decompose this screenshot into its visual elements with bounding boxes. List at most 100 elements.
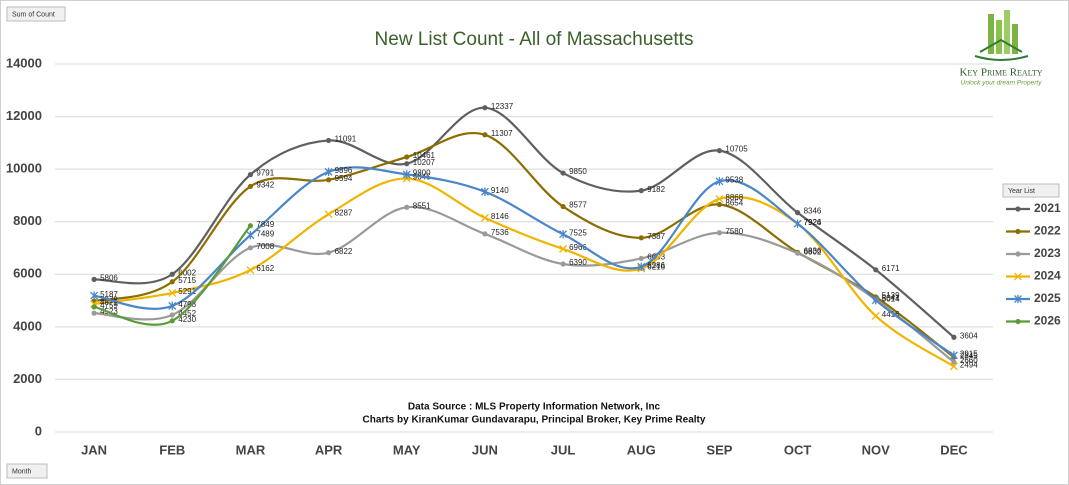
data-label: 5715 bbox=[178, 276, 196, 285]
point bbox=[715, 194, 724, 203]
annotation: Charts by KiranKumar Gundavarapu, Princi… bbox=[363, 415, 706, 426]
point bbox=[325, 137, 332, 144]
y-tick-label: 8000 bbox=[13, 213, 42, 228]
data-label: 6216 bbox=[647, 263, 665, 272]
data-label: 11307 bbox=[491, 129, 513, 138]
point bbox=[871, 311, 880, 320]
data-label: 7924 bbox=[804, 218, 822, 227]
point bbox=[793, 219, 802, 228]
point bbox=[169, 271, 175, 277]
line bbox=[94, 106, 955, 339]
data-label: 4759 bbox=[100, 301, 118, 310]
data-label: 8146 bbox=[491, 212, 509, 221]
point bbox=[247, 172, 254, 178]
logo-name: Key Prime Realty bbox=[959, 67, 1042, 79]
data-label: 7008 bbox=[256, 242, 274, 251]
data-label: 7580 bbox=[725, 227, 743, 236]
y-tick-label: 10000 bbox=[6, 161, 42, 176]
point bbox=[246, 230, 255, 240]
y-tick-label: 6000 bbox=[13, 266, 42, 281]
data-label: 10461 bbox=[413, 151, 436, 160]
x-tick-label: AUG bbox=[627, 442, 656, 457]
series: 5187 4798 7489 9896 9800 9140 7525 6286 9538 7926… bbox=[90, 166, 978, 360]
point bbox=[404, 204, 410, 210]
line bbox=[94, 205, 955, 363]
data-label: 7387 bbox=[647, 232, 665, 241]
data-label: 7536 bbox=[491, 228, 509, 237]
point bbox=[402, 170, 411, 179]
data-label: 6171 bbox=[882, 264, 900, 273]
data-label: 5806 bbox=[100, 273, 118, 282]
point bbox=[325, 177, 332, 183]
point bbox=[90, 291, 99, 300]
point bbox=[480, 213, 489, 222]
data-label: 7926 bbox=[804, 218, 822, 227]
data-label: 2915 bbox=[960, 349, 978, 358]
data-label: 4871 bbox=[100, 298, 118, 307]
data-label: 9850 bbox=[569, 167, 587, 176]
point bbox=[1015, 251, 1021, 257]
data-label: 12337 bbox=[491, 102, 514, 111]
x-tick-label: NOV bbox=[862, 442, 891, 457]
legend-field-button[interactable] bbox=[1002, 183, 1060, 198]
point bbox=[871, 296, 880, 305]
data-label: 6822 bbox=[335, 247, 353, 256]
data-label: 4452 bbox=[178, 309, 196, 318]
point bbox=[247, 223, 254, 229]
point bbox=[560, 170, 566, 176]
data-label: 8551 bbox=[413, 201, 431, 210]
x-tick-label: MAR bbox=[236, 442, 266, 457]
point bbox=[482, 105, 488, 111]
data-label: 5291 bbox=[178, 287, 196, 296]
point bbox=[716, 201, 723, 208]
point bbox=[951, 359, 957, 365]
point bbox=[559, 244, 568, 253]
legend-label: 2026 bbox=[1034, 314, 1061, 328]
x-tick-label: APR bbox=[315, 442, 343, 457]
line bbox=[93, 166, 955, 357]
y-tick-label: 14000 bbox=[6, 55, 42, 70]
point bbox=[168, 301, 177, 311]
legend-title: Year List bbox=[1008, 188, 1035, 195]
y-tick-label: 4000 bbox=[13, 318, 42, 333]
point bbox=[1015, 206, 1021, 212]
point bbox=[716, 230, 723, 236]
point bbox=[949, 362, 958, 371]
data-label: 8287 bbox=[335, 208, 353, 217]
legend-label: 2021 bbox=[1034, 201, 1061, 215]
chart-title: New List Count - All of Massachusetts bbox=[375, 29, 694, 50]
data-label: 6286 bbox=[647, 261, 665, 270]
data-label: 9342 bbox=[256, 181, 274, 190]
point bbox=[168, 288, 177, 297]
axis-field-button[interactable] bbox=[6, 463, 48, 479]
data-label: 9538 bbox=[725, 175, 743, 184]
value-field-button[interactable] bbox=[6, 6, 66, 22]
data-label: 6836 bbox=[804, 246, 822, 255]
data-label: 7489 bbox=[256, 229, 274, 238]
point bbox=[560, 261, 566, 267]
point bbox=[482, 231, 488, 237]
data-label: 6802 bbox=[804, 247, 822, 256]
series: 5806 6002 9791 11091 10207 12337 9850 9182 10705… bbox=[91, 102, 978, 340]
x-tick-label: JAN bbox=[81, 442, 107, 457]
data-label: 4230 bbox=[178, 315, 196, 324]
data-label: 2845 bbox=[960, 351, 978, 360]
point bbox=[169, 318, 175, 324]
x-tick-label: JUN bbox=[472, 442, 498, 457]
data-label: 8346 bbox=[804, 207, 822, 216]
data-label: 5139 bbox=[882, 291, 900, 300]
point bbox=[404, 154, 410, 160]
legend-label: 2022 bbox=[1034, 224, 1061, 238]
data-label: 10705 bbox=[725, 145, 748, 154]
y-tick-label: 2000 bbox=[13, 371, 42, 386]
point bbox=[91, 310, 97, 316]
data-label: 6966 bbox=[569, 243, 587, 252]
x-tick-label: OCT bbox=[784, 442, 812, 457]
data-label: 9182 bbox=[647, 185, 665, 194]
data-label: 11091 bbox=[335, 135, 357, 144]
data-label: 9896 bbox=[335, 166, 353, 175]
data-label: 6390 bbox=[569, 258, 587, 267]
point bbox=[637, 262, 646, 271]
